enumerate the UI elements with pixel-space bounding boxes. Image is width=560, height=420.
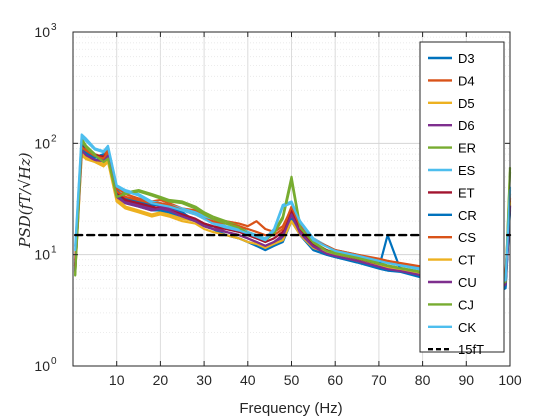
x-tick-label: 10 (109, 372, 125, 388)
x-tick-label: 90 (459, 372, 475, 388)
series-layer (73, 133, 512, 295)
x-axis-label: Frequency (Hz) (239, 400, 342, 417)
legend-label-et: ET (458, 185, 475, 200)
legend-label-cj: CJ (458, 297, 474, 312)
y-tick-exponent: 1 (51, 245, 57, 256)
legend-label-es: ES (458, 163, 476, 178)
x-tick-label: 40 (240, 372, 256, 388)
legend-label-cs: CS (458, 230, 476, 245)
x-tick-label: 20 (153, 372, 169, 388)
x-tick-label: 30 (196, 372, 212, 388)
legend-label-d3: D3 (458, 51, 475, 66)
y-tick-label: 10 (34, 247, 50, 263)
x-tick-label: 100 (498, 372, 522, 388)
legend-label-ct: CT (458, 253, 475, 268)
x-tick-label: 70 (371, 372, 387, 388)
x-tick-label: 50 (284, 372, 300, 388)
y-tick-exponent: 2 (51, 133, 57, 144)
x-tick-label: 60 (327, 372, 343, 388)
y-tick-label: 10 (34, 135, 50, 151)
legend-label-d6: D6 (458, 118, 475, 133)
legend-label-cr: CR (458, 208, 477, 223)
legend-label-15ft: 15fT (458, 342, 484, 357)
legend-label-er: ER (458, 141, 476, 156)
y-tick-label: 10 (34, 24, 50, 40)
legend-label-d5: D5 (458, 96, 475, 111)
legend-label-d4: D4 (458, 73, 475, 88)
legend-label-cu: CU (458, 275, 477, 290)
legend: D3 D4 D5 D6 ER ES ET CR CS CT CU CJ CK 15fT (419, 41, 505, 357)
legend-box (419, 41, 505, 353)
y-tick-exponent: 3 (51, 22, 57, 33)
y-tick-exponent: 0 (51, 356, 57, 367)
x-tick-label: 80 (415, 372, 431, 388)
series-line-ck (74, 135, 512, 286)
y-axis-label: PSD(fT/√Hz) (16, 152, 34, 248)
legend-label-ck: CK (458, 320, 476, 335)
series-line-cu (74, 149, 512, 291)
y-tick-label: 10 (34, 358, 50, 374)
series-line-cs (74, 146, 512, 282)
x-axis: 10 20 30 40 50 60 70 80 90 100 (109, 32, 522, 388)
